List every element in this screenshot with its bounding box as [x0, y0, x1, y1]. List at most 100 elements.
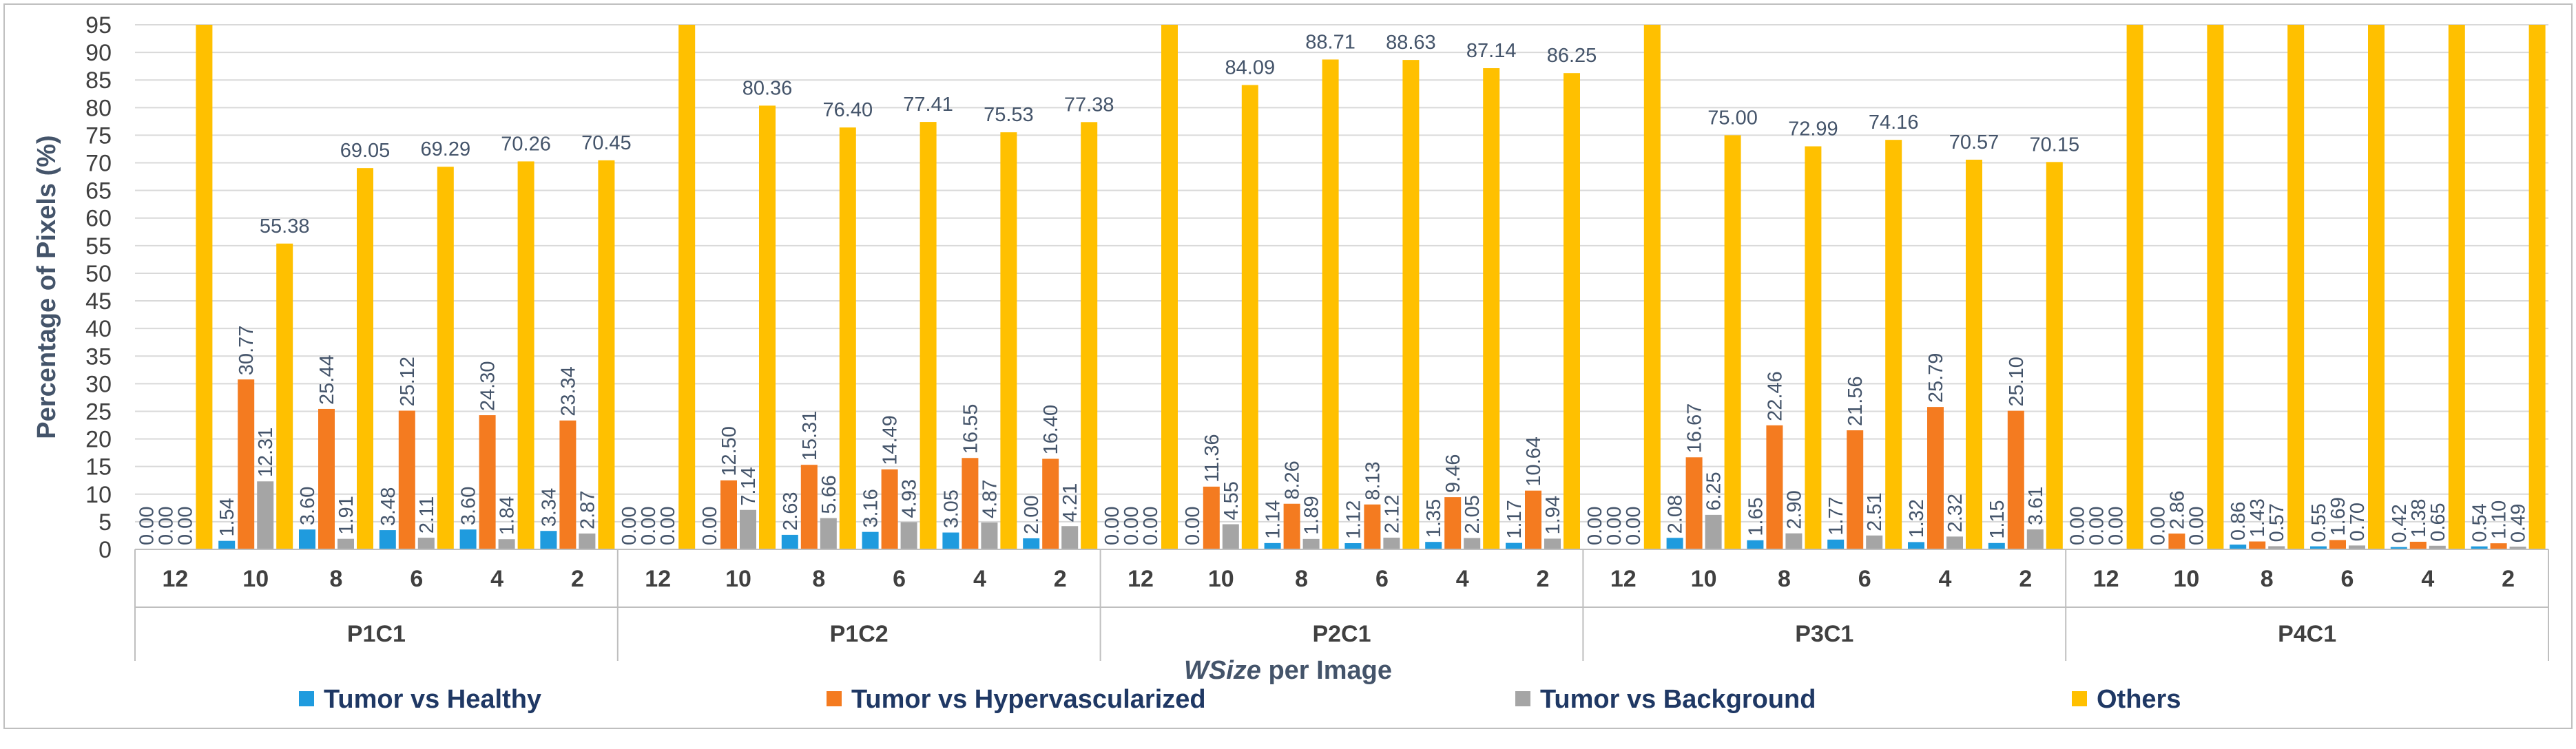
- bar: [2287, 25, 2305, 549]
- bar: [1685, 457, 1703, 549]
- y-tick-label: 20: [85, 427, 112, 453]
- data-label: 12.31: [255, 428, 277, 478]
- bar: [417, 538, 435, 549]
- data-label: 25.10: [2006, 357, 2028, 407]
- data-label: 23.34: [557, 366, 579, 416]
- bar: [2409, 541, 2427, 549]
- data-label: 2.11: [416, 496, 438, 534]
- x-tick-label: 4: [1939, 566, 1952, 592]
- x-axis: 12 10 8 6 4 2 P1C1 12 10 8 6 4 2 P1C2 12 10 8 6 4 2 P2C1 12 10…: [134, 549, 2549, 661]
- x-axis-title-italic: WSize: [1184, 656, 1261, 685]
- data-label: 0.00: [2086, 507, 2108, 545]
- bar: [1322, 59, 1339, 550]
- data-label: 0.00: [136, 507, 158, 545]
- bar: [1203, 486, 1220, 549]
- x-tick-label: 10: [2173, 566, 2199, 592]
- x-tick-label: 10: [242, 566, 269, 592]
- data-label: 2.51: [1864, 492, 1886, 531]
- bar: [1805, 146, 1822, 550]
- legend-swatch: [827, 691, 842, 706]
- bar: [1081, 122, 1098, 550]
- bar: [2249, 541, 2266, 549]
- bar: [1525, 490, 1541, 549]
- group-label: P2C1: [1312, 621, 1371, 647]
- data-label: 70.57: [1949, 131, 1999, 154]
- data-label: 1.77: [1825, 496, 1847, 535]
- x-tick-label: 10: [725, 566, 751, 592]
- bar: [2490, 543, 2507, 549]
- data-label: 0.00: [155, 507, 177, 545]
- bar: [540, 531, 557, 549]
- y-tick-label: 15: [85, 454, 112, 481]
- bar: [1425, 542, 1442, 549]
- y-tick-label: 5: [98, 509, 112, 536]
- x-tick-label: 8: [2261, 566, 2274, 592]
- gridlines: [135, 24, 2548, 550]
- bar: [1908, 542, 1924, 549]
- data-label: 6.25: [1703, 472, 1725, 510]
- data-label: 3.05: [940, 489, 962, 528]
- bar: [517, 161, 534, 549]
- data-label: 16.67: [1684, 403, 1706, 454]
- data-label: 2.90: [1783, 490, 1805, 529]
- bar: [1302, 538, 1320, 549]
- data-label: 1.10: [2489, 500, 2511, 539]
- bar: [218, 540, 236, 549]
- data-label: 80.36: [742, 77, 793, 99]
- bar: [1483, 68, 1500, 549]
- bar: [2230, 545, 2247, 549]
- data-label: 8.13: [1362, 461, 1384, 500]
- data-label: 55.38: [260, 215, 310, 238]
- data-label: 25.12: [397, 357, 419, 407]
- bar: [1866, 535, 1883, 549]
- bar: [2026, 529, 2044, 549]
- data-label: 3.61: [2025, 487, 2047, 525]
- data-label: 2.63: [780, 492, 802, 530]
- data-label: 0.00: [174, 507, 196, 545]
- x-tick-label: 12: [1128, 566, 1154, 592]
- data-label: 16.55: [959, 404, 981, 454]
- bar: [920, 122, 937, 549]
- bar: [479, 415, 496, 549]
- y-tick-label: 95: [85, 12, 112, 39]
- y-tick-label: 40: [85, 316, 112, 342]
- bar: [1766, 425, 1783, 549]
- bar: [498, 539, 515, 549]
- data-label: 0.65: [2427, 503, 2449, 541]
- bar: [1161, 25, 1178, 549]
- bar: [1264, 542, 1281, 549]
- y-tick-label: 50: [85, 261, 112, 287]
- x-tick-label: 8: [330, 566, 343, 592]
- data-label: 1.84: [497, 496, 519, 535]
- data-label: 2.87: [577, 491, 599, 529]
- data-label: 1.32: [1906, 499, 1928, 538]
- bar: [2329, 540, 2346, 549]
- data-label: 4.21: [1059, 483, 1081, 522]
- data-label: 0.55: [2308, 503, 2330, 542]
- bar: [2349, 545, 2365, 549]
- y-tick-label: 30: [85, 371, 112, 397]
- x-tick-label: 12: [162, 566, 188, 592]
- data-label: 0.00: [2106, 507, 2128, 545]
- bar: [900, 522, 917, 549]
- data-label: 75.53: [984, 104, 1034, 126]
- y-tick-label: 80: [85, 95, 112, 121]
- x-tick-label: 4: [2421, 566, 2434, 592]
- data-label: 10.64: [1523, 436, 1545, 487]
- bar: [1544, 538, 1561, 549]
- data-label: 0.42: [2389, 504, 2411, 542]
- bar: [800, 465, 818, 549]
- bar: [1564, 73, 1580, 550]
- data-label: 1.12: [1342, 500, 1364, 539]
- data-label: 7.14: [738, 467, 760, 505]
- bar: [1000, 132, 1017, 549]
- bar: [1946, 536, 1963, 549]
- bar: [1222, 524, 1239, 549]
- bar: [2368, 25, 2385, 549]
- bar: [1042, 458, 1059, 549]
- bar: [839, 127, 856, 549]
- data-label: 16.40: [1040, 405, 1062, 455]
- bar: [196, 25, 213, 549]
- data-label: 21.56: [1845, 376, 1867, 426]
